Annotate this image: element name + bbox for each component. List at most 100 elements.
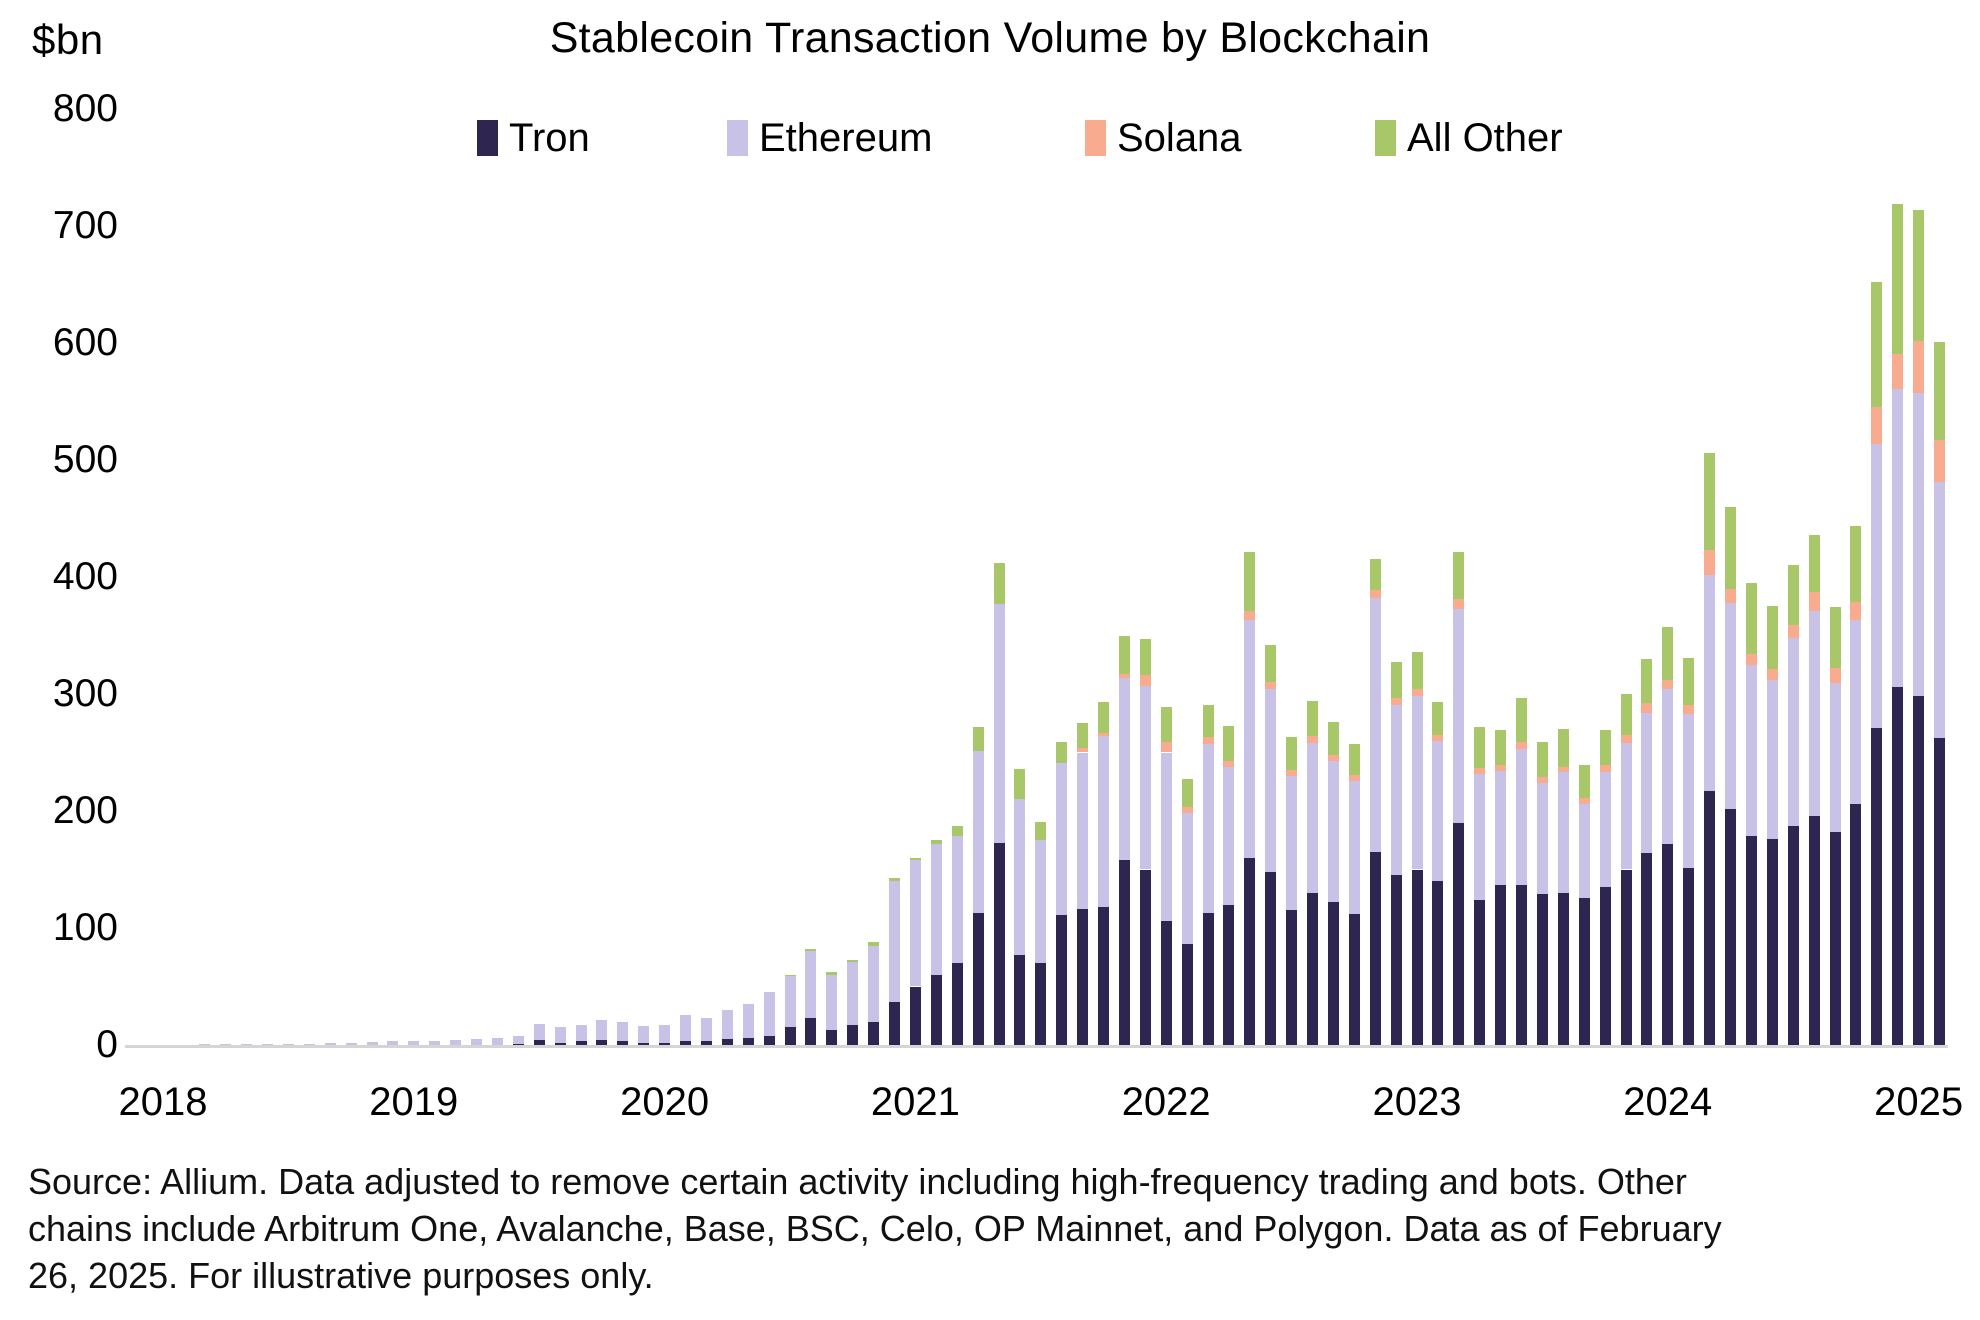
bar-2021-11-all-other bbox=[1118, 635, 1130, 675]
bar-2022-01-ethereum bbox=[1160, 752, 1172, 921]
bar-2022-10-all-other bbox=[1348, 744, 1360, 775]
bar-2021-09-solana bbox=[1077, 747, 1089, 753]
bar-2024-01-tron bbox=[1662, 843, 1674, 1045]
bar-2022-09-ethereum bbox=[1327, 760, 1339, 903]
bar-2019-04-ethereum bbox=[471, 1039, 482, 1045]
bar-2024-12-tron bbox=[1892, 686, 1904, 1045]
bar-2020-03-ethereum bbox=[700, 1018, 712, 1042]
x-axis-line bbox=[125, 1045, 1948, 1048]
bar-2022-07-solana bbox=[1286, 770, 1298, 776]
bar-2023-03-solana bbox=[1453, 599, 1465, 609]
bar-2022-05-solana bbox=[1244, 610, 1256, 621]
bar-2022-10-ethereum bbox=[1348, 780, 1360, 914]
bar-2024-04-all-other bbox=[1725, 506, 1736, 589]
bar-2022-12-ethereum bbox=[1390, 704, 1402, 876]
bar-2021-01-ethereum bbox=[909, 860, 921, 987]
bar-2021-03-all-other bbox=[951, 826, 963, 836]
bar-2023-12-solana bbox=[1641, 703, 1653, 713]
bar-2020-11-tron bbox=[868, 1021, 880, 1045]
bar-2020-06-ethereum bbox=[763, 992, 775, 1036]
bar-2018-04-ethereum bbox=[220, 1044, 232, 1045]
y-tick-label: 700 bbox=[52, 204, 118, 247]
bar-2021-02-all-other bbox=[930, 840, 942, 844]
bar-2025-02-solana bbox=[1934, 440, 1945, 483]
bar-2021-12-solana bbox=[1139, 675, 1151, 686]
bar-2023-06-ethereum bbox=[1516, 748, 1527, 885]
bar-2022-03-tron bbox=[1202, 912, 1214, 1045]
bar-2024-07-ethereum bbox=[1787, 637, 1799, 827]
bar-2019-11-ethereum bbox=[617, 1021, 629, 1042]
bar-2023-12-tron bbox=[1641, 853, 1653, 1045]
bar-2019-06-ethereum bbox=[512, 1035, 524, 1045]
bar-2022-01-solana bbox=[1160, 741, 1172, 753]
legend-swatch-icon bbox=[477, 120, 498, 156]
bar-2018-01-ethereum bbox=[157, 1044, 169, 1046]
bar-2020-10-all-other bbox=[847, 959, 859, 962]
bar-2023-06-all-other bbox=[1516, 697, 1527, 742]
bar-2023-08-solana bbox=[1557, 766, 1569, 773]
bar-2019-09-ethereum bbox=[575, 1025, 587, 1042]
y-tick-label: 400 bbox=[52, 555, 118, 598]
bar-2022-09-tron bbox=[1327, 902, 1339, 1045]
bar-2024-10-ethereum bbox=[1850, 620, 1862, 804]
bar-2024-04-ethereum bbox=[1725, 602, 1736, 809]
bar-2020-09-ethereum bbox=[826, 974, 838, 1030]
bar-2021-04-tron bbox=[972, 912, 984, 1045]
bar-2020-07-ethereum bbox=[784, 975, 796, 1028]
bar-2022-11-solana bbox=[1369, 589, 1381, 599]
bar-2023-07-ethereum bbox=[1536, 782, 1548, 895]
bar-2021-06-all-other bbox=[1014, 768, 1026, 800]
x-year-label: 2025 bbox=[1874, 1080, 1964, 1124]
bar-2025-01-solana bbox=[1913, 340, 1925, 394]
bar-2020-08-ethereum bbox=[805, 951, 817, 1019]
bar-2022-07-tron bbox=[1286, 910, 1298, 1045]
source-note-line-3: 26, 2025. For illustrative purposes only… bbox=[28, 1255, 654, 1296]
bar-2023-04-all-other bbox=[1474, 726, 1486, 768]
bar-2024-06-ethereum bbox=[1766, 679, 1778, 840]
bar-2021-09-ethereum bbox=[1077, 752, 1089, 910]
bar-2021-09-all-other bbox=[1077, 723, 1089, 748]
x-year-label: 2019 bbox=[369, 1080, 459, 1124]
bar-2021-06-tron bbox=[1014, 954, 1026, 1045]
bar-2022-02-solana bbox=[1181, 807, 1193, 814]
bar-2022-05-ethereum bbox=[1244, 620, 1256, 858]
bar-2024-07-solana bbox=[1787, 624, 1799, 638]
bar-2019-10-ethereum bbox=[596, 1020, 608, 1041]
bar-2019-07-tron bbox=[533, 1040, 545, 1045]
y-tick-label: 0 bbox=[96, 1023, 118, 1066]
bar-2022-04-all-other bbox=[1223, 725, 1235, 761]
bar-2023-12-all-other bbox=[1641, 658, 1653, 704]
bar-2023-05-tron bbox=[1495, 884, 1507, 1045]
bar-2023-03-tron bbox=[1453, 822, 1465, 1045]
bar-2019-07-ethereum bbox=[533, 1023, 545, 1041]
bar-2022-05-all-other bbox=[1244, 552, 1256, 611]
bar-2021-05-tron bbox=[993, 842, 1005, 1045]
bar-2023-01-solana bbox=[1411, 689, 1423, 697]
bar-2022-06-solana bbox=[1265, 682, 1277, 690]
bar-2020-04-ethereum bbox=[721, 1009, 733, 1040]
bar-2020-06-tron bbox=[763, 1035, 775, 1045]
bar-2022-04-tron bbox=[1223, 904, 1235, 1045]
bar-2023-02-all-other bbox=[1432, 702, 1444, 735]
y-axis-unit-label: $bn bbox=[32, 16, 104, 63]
bar-2018-09-ethereum bbox=[324, 1043, 336, 1045]
bar-2021-04-ethereum bbox=[972, 751, 984, 913]
bar-2025-02-ethereum bbox=[1934, 482, 1945, 739]
bar-2023-03-ethereum bbox=[1453, 608, 1465, 823]
bar-2021-08-all-other bbox=[1056, 741, 1068, 764]
bar-2018-11-ethereum bbox=[366, 1042, 378, 1045]
bar-2022-10-tron bbox=[1348, 913, 1360, 1045]
bar-2024-05-ethereum bbox=[1745, 664, 1757, 836]
legend-item-solana: Solana bbox=[1085, 116, 1242, 160]
bar-2024-03-all-other bbox=[1704, 452, 1716, 551]
bar-2023-12-ethereum bbox=[1641, 712, 1653, 854]
bar-2024-02-solana bbox=[1683, 704, 1695, 714]
bar-2021-07-all-other bbox=[1035, 821, 1047, 841]
bar-2020-02-ethereum bbox=[680, 1014, 691, 1042]
bar-2024-12-solana bbox=[1892, 353, 1904, 389]
bar-2025-01-ethereum bbox=[1913, 393, 1925, 697]
bar-2020-05-tron bbox=[742, 1037, 754, 1045]
bar-2022-03-solana bbox=[1202, 737, 1214, 745]
bar-2021-05-ethereum bbox=[993, 603, 1005, 843]
x-year-label: 2023 bbox=[1372, 1080, 1462, 1124]
